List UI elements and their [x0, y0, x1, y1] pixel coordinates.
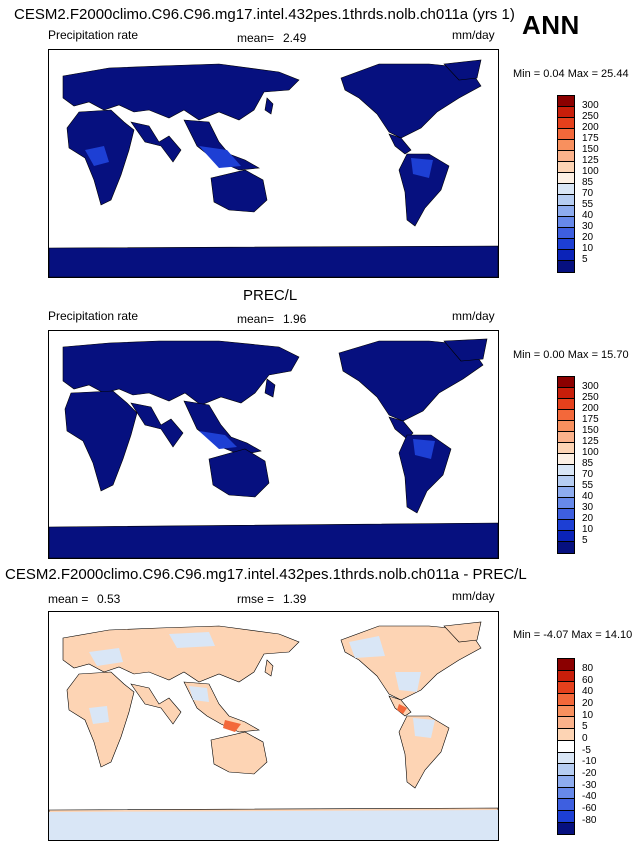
panel3-map	[48, 611, 499, 841]
panel2-map	[48, 330, 499, 559]
panel1-level: 85	[582, 177, 594, 188]
panel3-mean-value: 0.53	[97, 592, 121, 606]
panel2-minmax: Min = 0.00 Max = 15.70	[513, 349, 629, 361]
panel3-level: 5	[582, 721, 588, 732]
panel1-level: 250	[582, 111, 599, 122]
panel3-minmax: Min = -4.07 Max = 14.10	[513, 629, 633, 641]
season-label: ANN	[522, 10, 580, 40]
panel2-level: 55	[582, 480, 594, 491]
panel1-level: 150	[582, 144, 599, 155]
panel2-level: 100	[582, 447, 599, 458]
panel1-map	[48, 49, 499, 278]
panel1-mean-label: mean=	[237, 31, 275, 45]
panel3-level: -80	[582, 815, 597, 826]
panel1-level: 40	[582, 210, 594, 221]
panel2-level: 40	[582, 491, 594, 502]
panel2-level: 30	[582, 502, 594, 513]
test-case-title: CESM2.F2000climo.C96.C96.mg17.intel.432p…	[14, 6, 515, 23]
panel1-wet-regions	[85, 146, 433, 178]
panel2-level: 250	[582, 392, 599, 403]
panel2-variable: Precipitation rate	[48, 309, 139, 323]
panel3-level: 20	[582, 698, 594, 709]
panel1-level: 30	[582, 221, 594, 232]
panel3-title: CESM2.F2000climo.C96.C96.mg17.intel.432p…	[5, 566, 527, 583]
panel2-level: 200	[582, 403, 599, 414]
panel3-level: -10	[582, 756, 597, 767]
panel2-level: 175	[582, 414, 599, 425]
panel2-level: 20	[582, 513, 594, 524]
panel1-units: mm/day	[452, 28, 495, 42]
panel1-level: 200	[582, 122, 599, 133]
panel3-units: mm/day	[452, 589, 495, 603]
panel1-colorbar	[557, 95, 575, 273]
panel3-negative-regions	[49, 632, 498, 840]
panel2-mean-label: mean=	[237, 312, 275, 326]
panel3-level: -5	[582, 745, 591, 756]
panel2-map-graphic	[49, 331, 498, 558]
panel1-land	[49, 59, 498, 277]
panel1-level: 20	[582, 232, 594, 243]
panel1-level: 5	[582, 254, 588, 265]
panel2-level: 70	[582, 469, 594, 480]
panel3-level: 0	[582, 733, 588, 744]
panel2-wet-regions	[199, 431, 435, 459]
panel3-level: -30	[582, 780, 597, 791]
panel3-map-graphic	[49, 612, 498, 840]
panel3-level: 10	[582, 710, 594, 721]
panel3-rmse-label: rmse =	[237, 592, 275, 606]
panel3-level: -20	[582, 768, 597, 779]
panel1-level: 125	[582, 155, 599, 166]
panel2-level: 125	[582, 436, 599, 447]
panel2-title: PREC/L	[243, 287, 298, 304]
panel3-level: 80	[582, 663, 594, 674]
panel3-level: -60	[582, 803, 597, 814]
panel2-level: 5	[582, 535, 588, 546]
panel1-level: 300	[582, 100, 599, 111]
panel3-rmse-value: 1.39	[283, 592, 307, 606]
panel3-colorbar	[557, 658, 575, 836]
panel1-level: 175	[582, 133, 599, 144]
panel1-level: 10	[582, 243, 594, 254]
panel2-level: 10	[582, 524, 594, 535]
panel3-mean-label: mean =	[48, 592, 89, 606]
panel1-level: 100	[582, 166, 599, 177]
panel2-mean-value: 1.96	[283, 312, 307, 326]
panel2-units: mm/day	[452, 309, 495, 323]
panel1-map-graphic	[49, 50, 498, 277]
panel2-land	[49, 338, 498, 558]
panel1-variable: Precipitation rate	[48, 28, 139, 42]
panel1-minmax: Min = 0.04 Max = 25.44	[513, 68, 629, 80]
panel1-level: 55	[582, 199, 594, 210]
panel1-mean-value: 2.49	[283, 31, 307, 45]
panel2-level: 300	[582, 381, 599, 392]
panel2-level: 85	[582, 458, 594, 469]
panel3-level: -40	[582, 791, 597, 802]
panel3-level: 40	[582, 686, 594, 697]
panel1-level: 70	[582, 188, 594, 199]
panel3-positive-regions	[223, 704, 407, 732]
panel2-colorbar	[557, 376, 575, 554]
panel3-level: 60	[582, 675, 594, 686]
panel2-level: 150	[582, 425, 599, 436]
